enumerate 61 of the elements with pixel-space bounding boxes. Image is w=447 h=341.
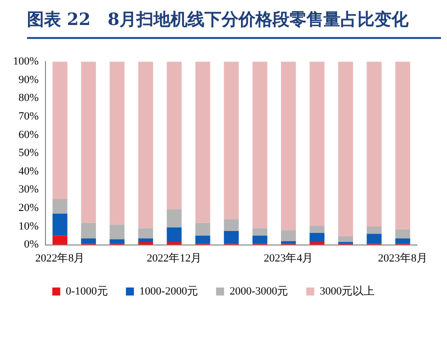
bar [281,230,296,242]
chart-title: 图表 22 8月扫地机线下分价格段零售量占比变化 [27,8,441,39]
bar [138,238,154,242]
bar [366,62,382,226]
x-tick-label: 2023年8月 [378,252,428,264]
bar [310,242,324,245]
bar [395,62,410,230]
bar [224,62,239,220]
x-tick-label: 2023年4月 [264,252,314,264]
bar [138,62,154,228]
y-tick-label: 90% [18,74,39,86]
bar [195,236,210,244]
x-tick-label: 2022年8月 [35,252,85,264]
bar [52,62,68,199]
bar [110,239,124,244]
bar [81,62,96,223]
y-tick-label: 70% [18,110,39,122]
bar [338,62,354,237]
bar [166,62,182,210]
bar [110,62,124,225]
bar [224,219,239,232]
bar [52,236,68,245]
bar [224,231,239,244]
bar [281,241,296,244]
bar [366,226,382,234]
legend-label: 2000-3000元 [230,285,288,298]
bar [310,226,324,233]
y-tick-label: 10% [18,220,39,232]
bar [252,62,268,228]
y-tick-label: 40% [18,165,39,178]
bar [166,227,182,242]
bar [138,228,154,238]
bar [52,214,68,236]
bar [195,62,210,223]
bar [252,236,268,244]
x-tick-label: 2022年12月 [146,252,202,264]
bar [395,238,410,244]
bar [110,224,124,240]
bar [81,238,96,244]
bar [310,232,324,242]
bar [138,242,154,245]
bar [338,236,354,242]
y-tick-label: 100% [12,55,39,68]
y-tick-label: 20% [18,202,39,214]
legend-label: 0-1000元 [66,285,108,298]
legend-label: 1000-2000元 [139,285,198,298]
bar [281,62,296,230]
y-tick-label: 60% [18,128,39,141]
bar [81,222,96,238]
y-tick-label: 0% [24,238,39,251]
bar [366,234,382,244]
y-tick-label: 50% [18,147,39,160]
y-tick-label: 80% [18,92,39,104]
bar [52,199,68,214]
bar [166,209,182,228]
bar [310,62,324,226]
bar [195,222,210,236]
bar [395,229,410,238]
bar [252,228,268,236]
legend-label: 3000元以上 [320,284,375,298]
y-tick-label: 30% [18,184,39,196]
